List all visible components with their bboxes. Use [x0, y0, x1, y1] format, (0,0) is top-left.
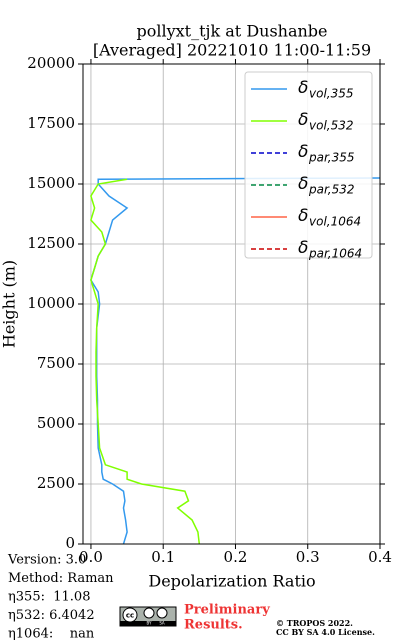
notice: Preliminary	[184, 603, 270, 618]
chart-subtitle: [Averaged] 20221010 11:00-11:59	[93, 41, 371, 60]
logo-by: BY	[147, 621, 153, 626]
copyright: © TROPOS 2022.	[276, 618, 353, 628]
x-tick-label: 0.1	[151, 548, 175, 566]
info-text: Version: 3.0	[7, 553, 86, 568]
legend-symbol: δ	[298, 110, 308, 130]
y-tick-label: 17500	[27, 114, 75, 132]
y-tick-label: 2500	[37, 474, 75, 492]
info-text: η532: 6.4042	[8, 608, 95, 623]
x-tick-label: 0.2	[224, 548, 248, 566]
x-tick-label: 0.4	[368, 548, 392, 566]
data-line	[90, 178, 201, 544]
logo-by-circle	[143, 607, 155, 619]
y-tick-label: 20000	[27, 54, 75, 72]
legend-symbol: δ	[298, 238, 308, 258]
legend-symbol: δ	[298, 206, 308, 226]
y-tick-label: 7500	[37, 354, 75, 372]
x-tick-label: 0.3	[296, 548, 320, 566]
notice: Results.	[184, 618, 243, 633]
legend-subscript: vol,1064	[309, 215, 361, 229]
info-text: η1064: nan	[8, 627, 95, 640]
legend-subscript: par,532	[308, 183, 355, 197]
logo-cc-circle	[122, 607, 138, 623]
legend-subscript: vol,355	[309, 87, 354, 101]
x-tick-label: 0.0	[79, 548, 103, 566]
y-tick-label: 0	[65, 534, 75, 552]
logo-band	[120, 621, 176, 626]
logo-sa-circle	[156, 607, 168, 619]
legend-box	[244, 71, 373, 259]
legend-subscript: par,1064	[308, 247, 362, 261]
legend-symbol: δ	[298, 142, 308, 162]
logo-cc: cc	[126, 612, 134, 620]
logo: cc BY SA	[119, 606, 177, 627]
y-axis-label: Height (m)	[0, 260, 19, 348]
legend-subscript: par,355	[308, 151, 355, 165]
legend-symbol: δ	[298, 174, 308, 194]
plot-frame	[82, 63, 381, 545]
legend-subscript: vol,532	[309, 119, 354, 133]
copyright: CC BY SA 4.0 License.	[276, 627, 375, 637]
info-text: Method: Raman	[8, 571, 114, 586]
logo-sa: SA	[159, 621, 165, 626]
y-tick-label: 12500	[27, 234, 75, 252]
legend-symbol: δ	[298, 78, 308, 98]
y-tick-label: 10000	[27, 294, 75, 312]
x-axis-label: Depolarization Ratio	[148, 572, 315, 591]
y-tick-label: 5000	[37, 414, 75, 432]
info-text: η355: 11.08	[8, 590, 90, 605]
y-tick-label: 15000	[27, 174, 75, 192]
chart-title: pollyxt_tjk at Dushanbe	[136, 22, 327, 41]
